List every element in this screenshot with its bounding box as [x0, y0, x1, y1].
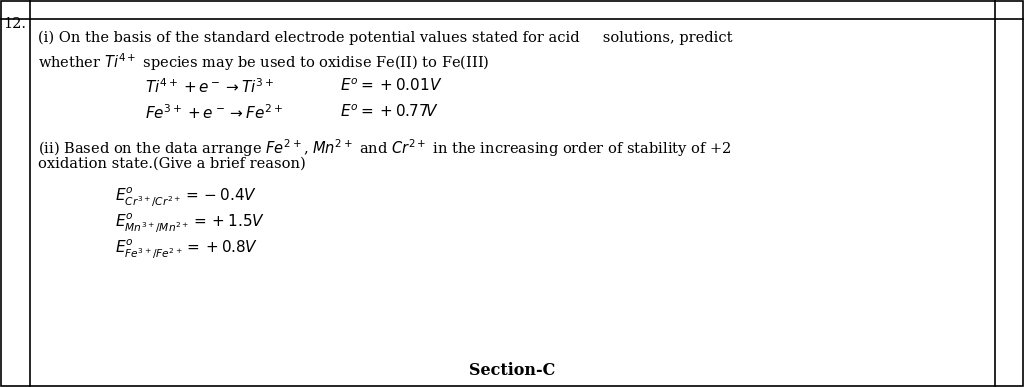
- Text: $Fe^{3+} + e^- \rightarrow Fe^{2+}$: $Fe^{3+} + e^- \rightarrow Fe^{2+}$: [145, 103, 283, 122]
- Text: $E^o_{Cr^{3+}/Cr^{2+}} = -0.4V$: $E^o_{Cr^{3+}/Cr^{2+}} = -0.4V$: [115, 185, 257, 209]
- Text: 12.: 12.: [3, 17, 26, 31]
- Text: (i) On the basis of the standard electrode potential values stated for acid     : (i) On the basis of the standard electro…: [38, 31, 732, 45]
- Text: oxidation state.(Give a brief reason): oxidation state.(Give a brief reason): [38, 157, 306, 171]
- Text: Section-C: Section-C: [469, 362, 555, 379]
- Text: $E^o = +0.77V$: $E^o = +0.77V$: [340, 103, 438, 120]
- Text: whether $Ti^{4+}$ species may be used to oxidise Fe(II) to Fe(III): whether $Ti^{4+}$ species may be used to…: [38, 51, 489, 73]
- Text: $E^o_{Mn^{3+}/Mn^{2+}} = +1.5V$: $E^o_{Mn^{3+}/Mn^{2+}} = +1.5V$: [115, 211, 265, 235]
- Text: $E^o_{Fe^{3+}/Fe^{2+}} = +0.8V$: $E^o_{Fe^{3+}/Fe^{2+}} = +0.8V$: [115, 237, 258, 261]
- Text: (ii) Based on the data arrange $Fe^{2+}$, $Mn^{2+}$ and $Cr^{2+}$ in the increas: (ii) Based on the data arrange $Fe^{2+}$…: [38, 137, 732, 159]
- Text: $Ti^{4+} + e^- \rightarrow Ti^{3+}$: $Ti^{4+} + e^- \rightarrow Ti^{3+}$: [145, 77, 274, 96]
- Text: $E^o = +0.01V$: $E^o = +0.01V$: [340, 77, 442, 94]
